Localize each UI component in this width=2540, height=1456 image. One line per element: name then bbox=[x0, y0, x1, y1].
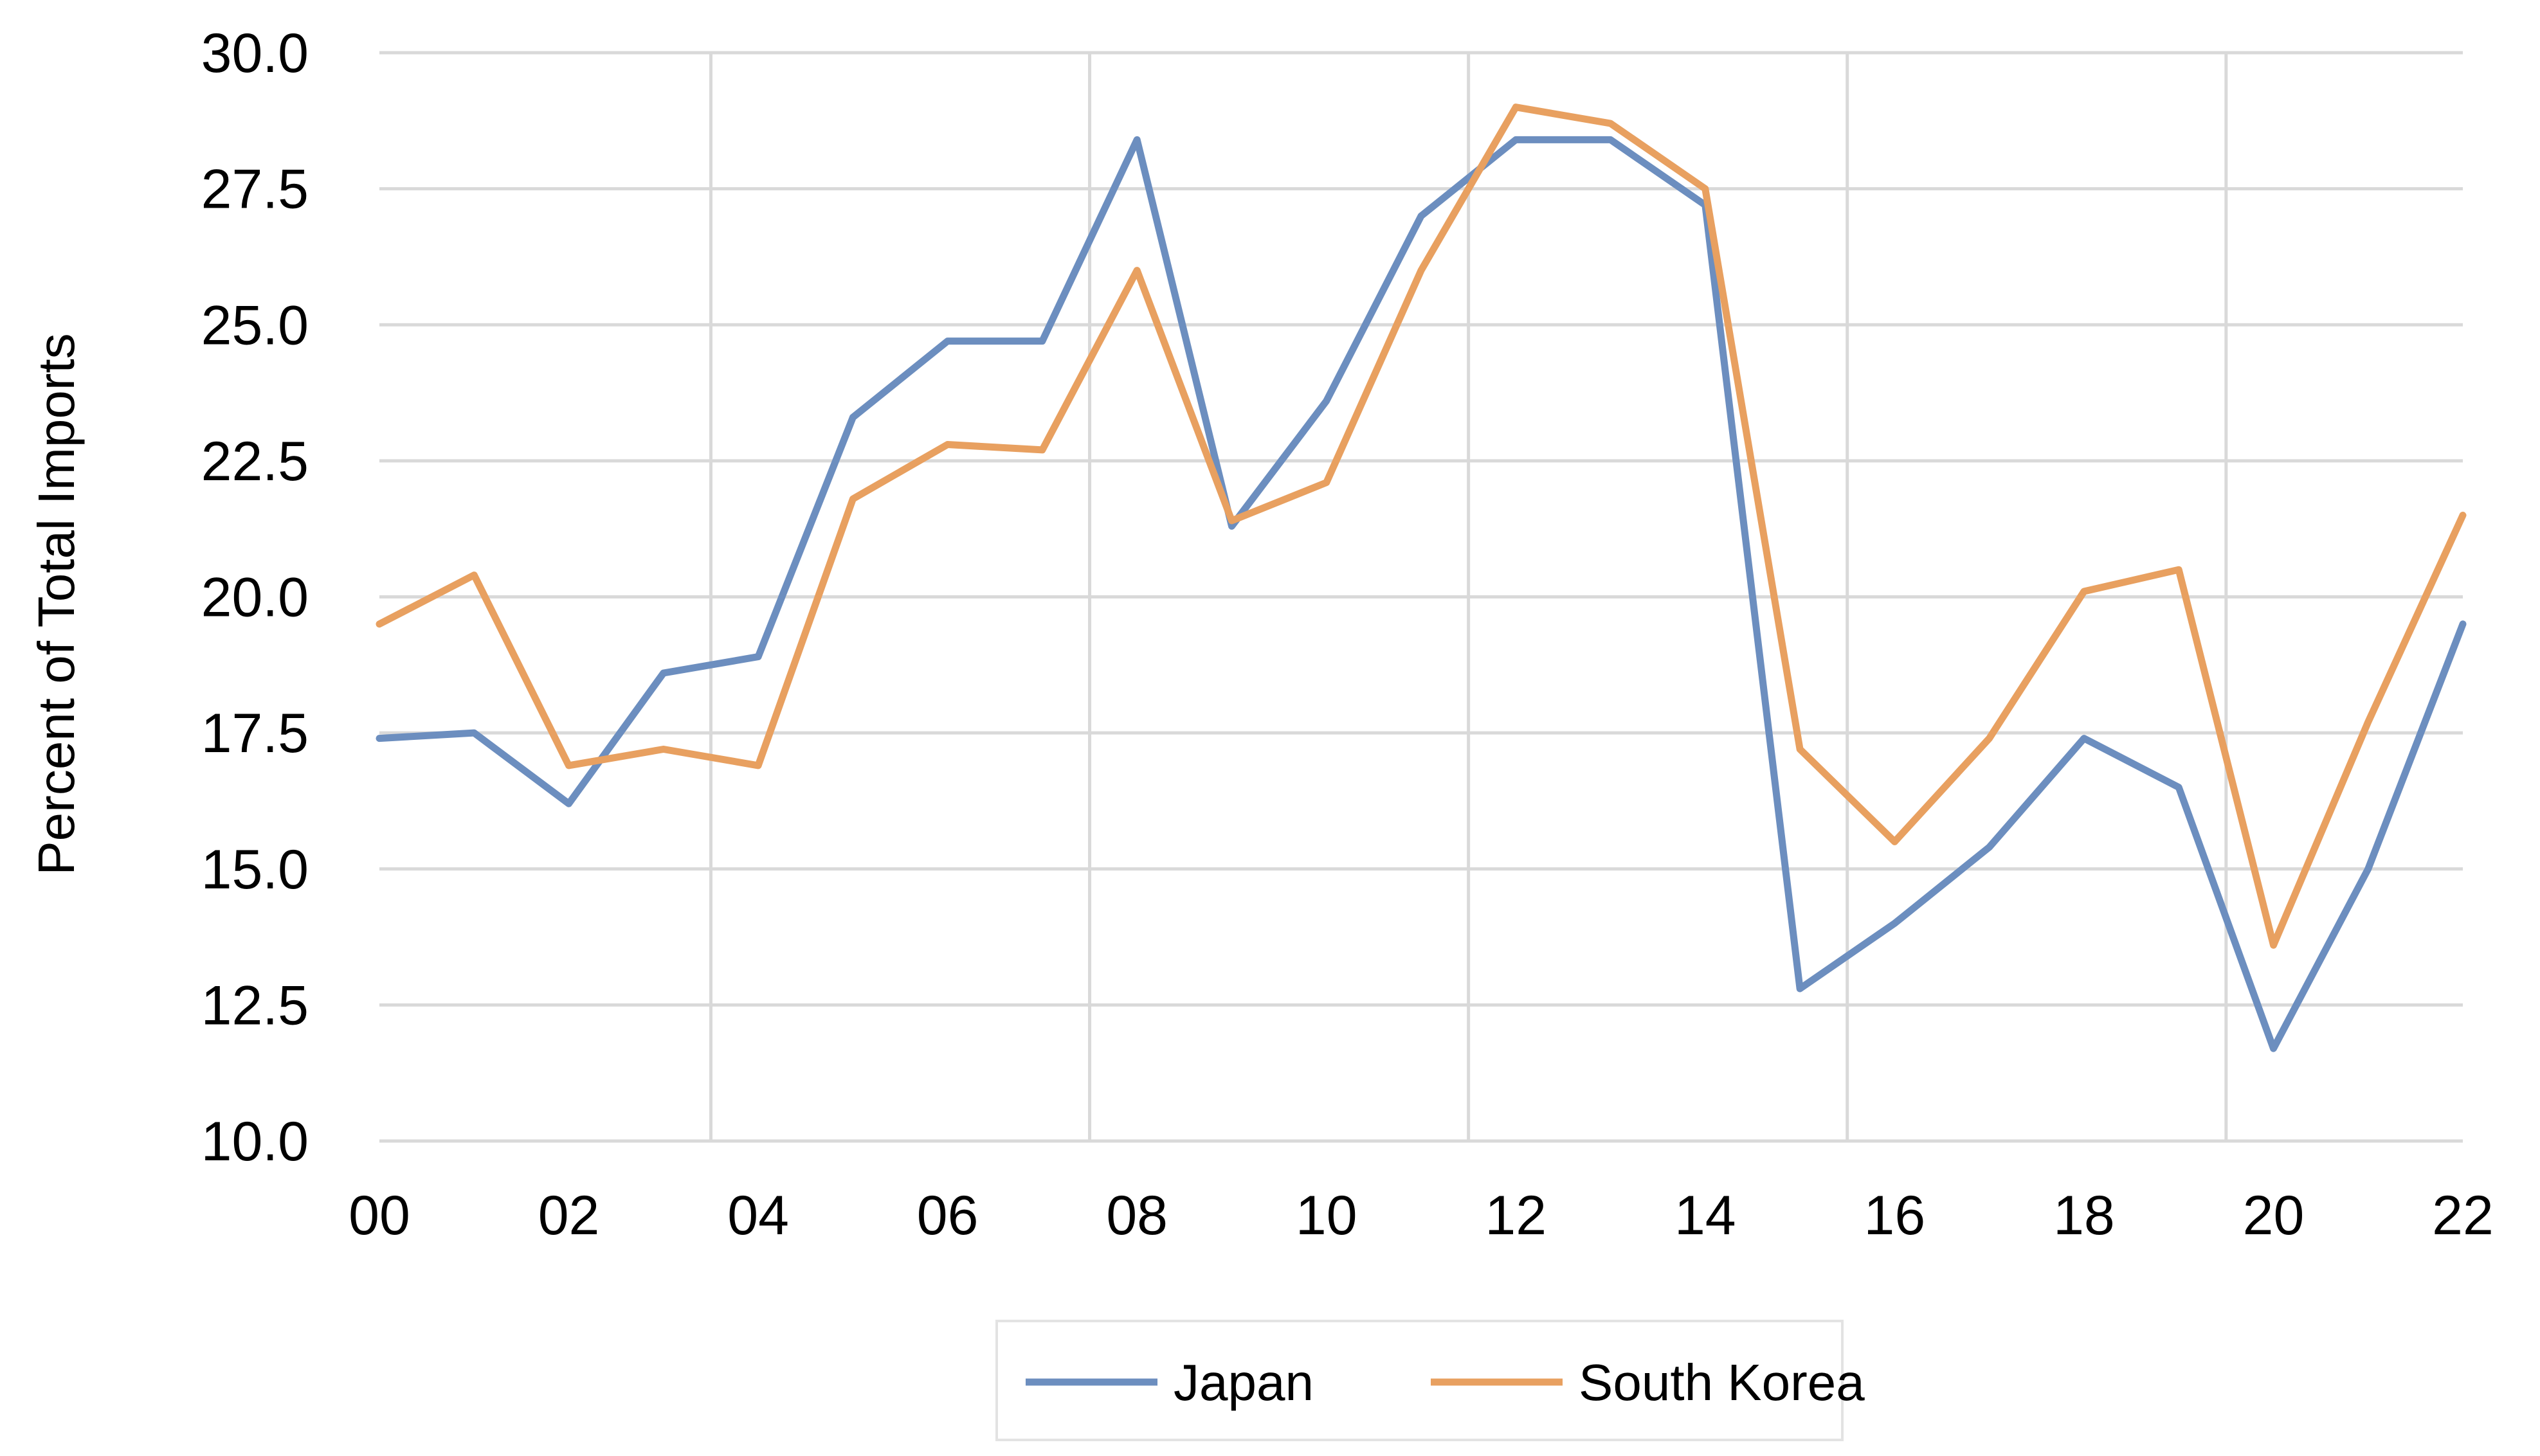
y-axis-title: Percent of Total Imports bbox=[28, 333, 85, 875]
legend: Japan South Korea bbox=[995, 1320, 1865, 1441]
x-tick-label: 20 bbox=[2243, 1185, 2305, 1246]
legend-label: Japan bbox=[1174, 1354, 1314, 1411]
y-tick-label: 10.0 bbox=[201, 1111, 309, 1173]
series-line-south-korea bbox=[376, 103, 2467, 949]
x-tick-label: 16 bbox=[1864, 1185, 1926, 1246]
x-tick-label: 14 bbox=[1674, 1185, 1736, 1246]
y-tick-label: 15.0 bbox=[201, 839, 309, 901]
y-tick-label: 17.5 bbox=[201, 703, 309, 764]
series-line-japan bbox=[376, 136, 2467, 1052]
x-tick-label: 04 bbox=[727, 1185, 789, 1246]
y-tick-label: 20.0 bbox=[201, 567, 309, 629]
y-tick-label: 25.0 bbox=[201, 294, 309, 356]
y-tick-label: 27.5 bbox=[201, 159, 309, 220]
x-tick-label: 12 bbox=[1485, 1185, 1547, 1246]
x-tick-label: 00 bbox=[349, 1185, 410, 1246]
y-tick-label: 22.5 bbox=[201, 431, 309, 492]
legend-items: Japan South Korea bbox=[1026, 1354, 1865, 1411]
y-axis-ticks: 10.0 12.5 15.0 17.5 20.0 22.5 25.0 27.5 30.0 bbox=[201, 22, 309, 1173]
series-lines bbox=[376, 103, 2467, 1052]
legend-label: South Korea bbox=[1579, 1354, 1865, 1411]
y-tick-label: 12.5 bbox=[201, 975, 309, 1036]
x-tick-label: 02 bbox=[538, 1185, 600, 1246]
x-tick-label: 08 bbox=[1106, 1185, 1168, 1246]
x-tick-label: 06 bbox=[917, 1185, 979, 1246]
x-axis-ticks: 00 02 04 06 08 10 12 14 16 18 20 22 bbox=[349, 1185, 2494, 1246]
x-tick-label: 22 bbox=[2432, 1185, 2494, 1246]
x-tick-label: 10 bbox=[1296, 1185, 1357, 1246]
y-tick-label: 30.0 bbox=[201, 22, 309, 84]
x-tick-label: 18 bbox=[2053, 1185, 2115, 1246]
